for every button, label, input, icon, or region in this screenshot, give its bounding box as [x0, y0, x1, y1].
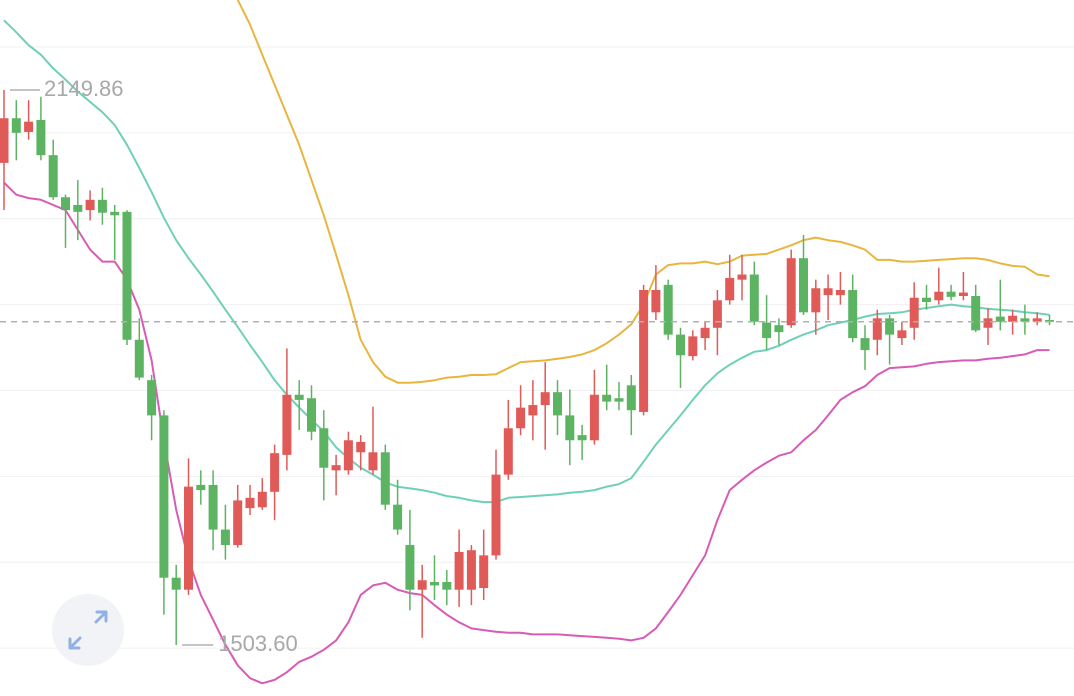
- candle-body: [688, 336, 698, 357]
- band-line: [3, 19, 1050, 504]
- candle-body: [614, 398, 624, 402]
- candle-body: [528, 405, 538, 416]
- candle-body: [651, 289, 661, 313]
- candle-body: [417, 580, 427, 590]
- candle-body: [159, 415, 169, 578]
- candle-body: [848, 289, 858, 339]
- candle-body: [971, 295, 981, 331]
- candle-body: [1032, 318, 1042, 322]
- candle-body: [331, 465, 341, 471]
- candle-body: [553, 392, 562, 416]
- candle-body: [725, 277, 735, 301]
- candle-body: [442, 581, 452, 590]
- candle-body: [1008, 315, 1018, 322]
- bands: [3, 0, 1050, 685]
- candle-body: [712, 300, 722, 328]
- candle-body: [0, 118, 9, 163]
- candle-body: [85, 199, 95, 211]
- candle-body: [811, 288, 821, 313]
- min-marker-label: 1503.60: [218, 631, 298, 656]
- candle-body: [909, 297, 919, 328]
- candle-body: [61, 197, 70, 211]
- candle-body: [626, 385, 636, 411]
- candle-body: [516, 407, 526, 429]
- candle-body: [454, 551, 464, 590]
- candle-body: [171, 577, 181, 590]
- candle-body: [36, 119, 46, 156]
- candle-body: [134, 339, 144, 378]
- candle-body: [343, 440, 353, 471]
- candle-body: [565, 415, 575, 441]
- expand-button[interactable]: [52, 594, 124, 666]
- candle-body: [602, 394, 612, 402]
- candle-body: [872, 318, 882, 340]
- candle-body: [1020, 318, 1030, 322]
- candle-body: [380, 452, 390, 505]
- candle-body: [799, 258, 808, 313]
- candle-body: [184, 486, 193, 590]
- candle-body: [122, 211, 132, 340]
- candle-body: [786, 258, 796, 326]
- candle-body: [774, 325, 784, 333]
- candle-body: [491, 474, 501, 556]
- candle-body: [589, 394, 599, 441]
- candle-body: [282, 394, 292, 455]
- band-line: [3, 181, 1050, 685]
- candle-body: [663, 284, 673, 335]
- candle-body: [147, 380, 157, 416]
- candle-body: [1045, 320, 1054, 322]
- candle-body: [762, 322, 772, 339]
- candle-body: [737, 274, 747, 280]
- candle-body: [983, 318, 993, 328]
- candle-body: [540, 392, 550, 406]
- candle-body: [922, 297, 931, 303]
- candle-body: [294, 394, 304, 400]
- candle-body: [24, 121, 34, 132]
- candle-body: [245, 497, 255, 509]
- candle-body: [405, 545, 415, 590]
- candle-body: [307, 398, 316, 432]
- candle-body: [110, 211, 120, 216]
- candle-body: [503, 428, 513, 475]
- candle-body: [97, 199, 107, 213]
- candle-body: [700, 327, 710, 339]
- candle-body: [835, 289, 845, 296]
- expand-icon: [68, 610, 108, 650]
- candles: [0, 90, 1074, 646]
- candle-body: [48, 155, 58, 198]
- candle-body: [11, 118, 21, 133]
- candle-body: [393, 504, 403, 530]
- candle-body: [73, 204, 83, 212]
- candle-body: [270, 453, 280, 492]
- candle-body: [995, 316, 1005, 322]
- candle-body: [356, 441, 366, 453]
- candle-body: [196, 484, 206, 491]
- candle-body: [257, 491, 267, 508]
- max-marker-label: 2149.86: [44, 76, 124, 101]
- candle-body: [479, 555, 489, 588]
- candle-body: [897, 330, 907, 339]
- markers: 2149.86 1503.60: [10, 76, 298, 656]
- candle-body: [958, 292, 968, 296]
- candle-body: [233, 500, 243, 546]
- candle-body: [934, 291, 944, 301]
- expand-button-bg[interactable]: [52, 594, 124, 666]
- candle-body: [220, 529, 230, 546]
- candle-body: [860, 338, 870, 351]
- candle-body: [639, 289, 649, 412]
- candle-body: [319, 428, 329, 468]
- candle-body: [208, 484, 218, 530]
- candle-body: [676, 334, 685, 356]
- candle-body: [946, 291, 956, 297]
- candle-body: [466, 550, 476, 590]
- grid: [0, 46, 1074, 649]
- candle-body: [823, 288, 833, 296]
- candle-body: [368, 452, 378, 471]
- candle-body: [577, 435, 587, 441]
- candle-body: [885, 318, 895, 335]
- candle-body: [749, 274, 759, 322]
- candle-body: [430, 581, 439, 586]
